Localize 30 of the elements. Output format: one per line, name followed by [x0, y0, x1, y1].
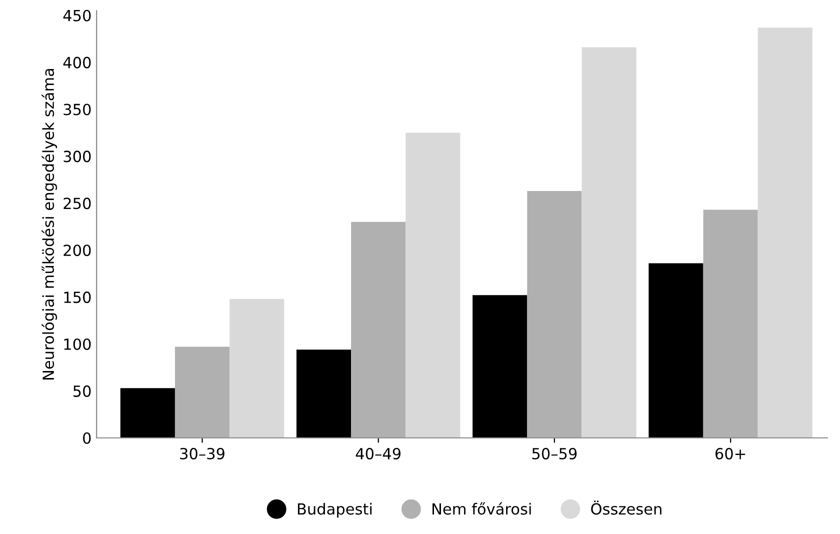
- bar: [648, 263, 704, 438]
- y-tick-label: 100: [64, 338, 91, 350]
- legend-label: Összesen: [591, 500, 662, 515]
- x-tick-label: 40–49: [356, 448, 401, 460]
- bar: [230, 298, 284, 438]
- bar: [527, 190, 582, 438]
- bar: [120, 388, 175, 438]
- bar: [582, 47, 636, 438]
- y-tick-label: 0: [83, 432, 91, 444]
- x-tick-label: 30–39: [180, 448, 224, 460]
- y-tick-label: 50: [73, 385, 91, 397]
- x-tick-label: 50–59: [532, 448, 577, 460]
- bar: [758, 28, 812, 438]
- bar: [296, 350, 352, 438]
- x-tick-label: 60+: [715, 448, 746, 460]
- bar: [703, 210, 758, 438]
- bar: [472, 295, 528, 438]
- y-axis-title: Neurológiai működési engedélyek száma: [42, 68, 58, 380]
- y-tick-label: 150: [64, 292, 91, 304]
- y-tick-label: 200: [64, 244, 91, 256]
- bar: [174, 346, 230, 438]
- y-tick-label: 250: [64, 198, 91, 210]
- y-tick-label: 300: [64, 150, 91, 162]
- bar: [351, 222, 406, 438]
- y-tick-label: 350: [64, 104, 91, 116]
- legend-label: Nem fővárosi: [432, 502, 531, 515]
- legend-label: Budapesti: [298, 502, 372, 518]
- y-tick-label: 400: [63, 56, 91, 68]
- y-tick-label: 450: [63, 10, 91, 22]
- bar: [406, 132, 460, 438]
